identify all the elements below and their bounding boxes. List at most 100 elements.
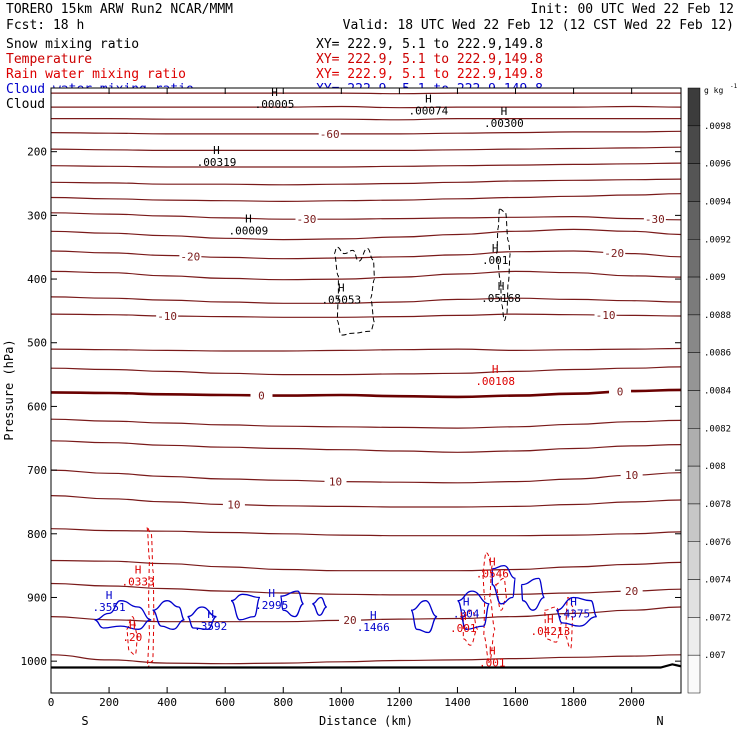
colorbar-tick-label: .0084 [704, 387, 731, 397]
maximum-value: .00300 [484, 117, 524, 130]
maximum-marker: H [460, 610, 467, 623]
maximum-value: .20 [122, 631, 142, 644]
y-tick-label: 600 [27, 400, 47, 413]
colorbar-tick-label: .0088 [704, 311, 731, 321]
cloud-water-contour [520, 577, 546, 611]
maximum-value: .05053 [321, 293, 361, 306]
cloud-water-contour [152, 600, 185, 630]
maximum-value: .00009 [229, 225, 269, 238]
isotherm-label: 10 [329, 475, 342, 488]
maximum-marker: H [547, 613, 554, 626]
maximum-marker: H [501, 105, 508, 118]
x-axis-title: Distance (km) [319, 714, 413, 728]
x-tick-label: 200 [99, 696, 119, 709]
rain-contour [564, 597, 575, 649]
isotherm-line [51, 92, 681, 95]
field-name: Snow mixing ratio [6, 37, 139, 52]
maximum-marker: H [492, 363, 499, 376]
isotherm-label-bg [318, 127, 341, 139]
field-name: Temperature [6, 52, 92, 67]
isotherm-zero [50, 388, 682, 399]
plot-background [51, 88, 681, 693]
cloud-water-contour [187, 606, 217, 630]
header-left-line2: Fcst: 18 h [6, 18, 84, 33]
colorbar-cell [687, 654, 701, 694]
isotherm-line [51, 105, 682, 109]
isotherm-label-bg [620, 469, 643, 481]
terrain-line [51, 663, 682, 669]
maxima-labels: H.00005 H.00074 H.00300H.00319H.00009H.001… [93, 86, 591, 670]
rain-contour [146, 526, 155, 668]
colorbar-cell [687, 87, 701, 127]
colorbar-cell [687, 541, 701, 580]
cloud-water-contour [312, 596, 328, 616]
colorbar-cell [687, 390, 701, 429]
colorbar-tick-label: .007 [704, 651, 726, 661]
x-tick-label: 800 [273, 696, 293, 709]
y-tick-label: 800 [27, 528, 47, 541]
rain-contour [481, 552, 496, 662]
snow-contours [333, 208, 511, 336]
isotherm-label-bg [620, 585, 643, 597]
maximum-marker: H [106, 589, 113, 602]
maximum-value: .00108 [475, 375, 515, 388]
isotherm-line [50, 559, 682, 572]
maximum-marker: H [498, 280, 505, 293]
isotherm-line [50, 296, 682, 304]
x-axis: 0 200 400 600 800 1000 1200 1400 1600 1800 2000 [48, 88, 645, 709]
maximum-value: .04213 [530, 625, 570, 638]
isotherm-label-bg [594, 309, 617, 321]
isotherm-line [50, 270, 682, 281]
isotherm-line [50, 606, 682, 623]
x-tick-label: 1400 [444, 696, 471, 709]
isotherm-line [50, 440, 682, 453]
header-init: Init: 00 UTC Wed 22 Feb 12 [531, 2, 735, 17]
header: TORERO 15km ARW Run2 NCAR/MMM Fcst: 18 h… [6, 2, 734, 33]
y-tick-label: 500 [27, 337, 47, 350]
header-valid: Valid: 18 UTC Wed 22 Feb 12 (12 CST Wed … [343, 18, 734, 33]
isotherm-label: -10 [596, 309, 616, 322]
field-name: Rain water mixing ratio [6, 67, 186, 82]
cloud-water-contour [230, 593, 261, 621]
maximum-value: .00319 [197, 156, 237, 169]
cloud-water-contour [410, 600, 438, 634]
maximum-marker: H [425, 92, 432, 105]
maximum-value: .3592 [194, 620, 227, 633]
colorbar-tick-label: .0072 [704, 613, 731, 623]
isotherm-line [50, 250, 682, 260]
maximum-marker: H [492, 242, 499, 255]
y-tick-label: 200 [27, 146, 47, 159]
x-tick-label: 0 [48, 696, 55, 709]
isotherm-label: 0 [617, 386, 624, 399]
rain-contour [494, 577, 508, 611]
x-tick-label: 1200 [386, 696, 413, 709]
colorbar-tick-label: .009 [704, 273, 726, 283]
y-tick-label: 900 [27, 591, 47, 604]
isotherm-label-bg [339, 614, 362, 626]
colorbar-cell [687, 314, 701, 353]
isotherm-line [50, 146, 682, 152]
x-tick-label: 2000 [618, 696, 645, 709]
colorbar-cell [687, 276, 701, 316]
isotherm-line [50, 528, 682, 537]
colorbar-cell [687, 428, 701, 467]
colorbar-tick-label: .0076 [704, 538, 731, 548]
isotherm-line [50, 582, 682, 596]
colorbar-cell [687, 352, 701, 391]
colorbar-tick-label: .0074 [704, 576, 731, 586]
isotherm-label-bg [250, 389, 273, 401]
colorbar-cell [687, 503, 701, 542]
maximum-value: .001 [450, 622, 477, 635]
isotherm-label-bg [609, 385, 632, 397]
isotherm-line [50, 495, 682, 508]
maximum-marker: H [213, 144, 220, 157]
snow-contour [496, 208, 511, 321]
colorbar-tick-label: .008 [704, 462, 726, 472]
snow-contour [333, 246, 376, 336]
maximum-marker: H [268, 587, 275, 600]
x-tick-label: 1000 [328, 696, 355, 709]
y-tick-label: 700 [27, 464, 47, 477]
y-tick-label: 1000 [21, 655, 48, 668]
colorbar-tick-label: .0094 [704, 197, 731, 207]
x-tick-label: 1800 [560, 696, 587, 709]
